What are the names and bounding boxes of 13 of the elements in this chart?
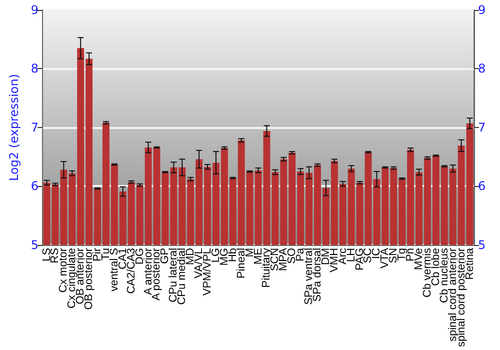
y2-tick-label: 7: [478, 120, 486, 134]
y2-tick-label: 6: [478, 179, 486, 194]
y2-tick-label: 5: [478, 238, 486, 252]
y2-tick-label: 9: [478, 3, 486, 17]
y-tick-label: 8: [30, 62, 39, 76]
y-axis-title: Log2 (expression): [7, 74, 21, 181]
y-tick-label: 6: [30, 179, 39, 194]
x-tick-label: Tg: [396, 248, 408, 261]
y2-tick-label: 8: [478, 62, 486, 76]
y-tick-label: 7: [30, 120, 39, 134]
x-tick-label: A posterior: [150, 248, 163, 301]
y-tick-label: 9: [30, 3, 39, 17]
y-tick-label: 5: [30, 238, 39, 252]
